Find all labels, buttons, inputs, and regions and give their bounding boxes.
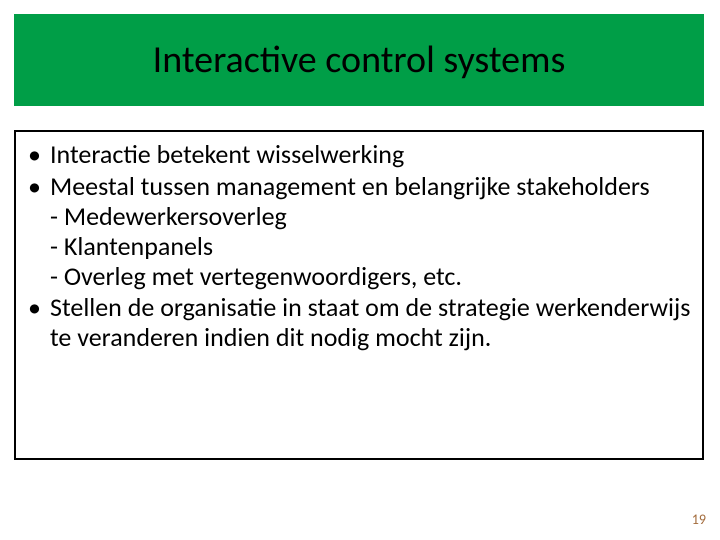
bullet-text: Stellen de organisatie in staat om de st…: [50, 291, 690, 353]
title-band: Interactive control systems: [14, 14, 704, 106]
list-item: Interactie betekent wisselwerking: [24, 140, 694, 170]
bullet-text: Meestal tussen management en belangrijke…: [50, 170, 650, 202]
list-item: Stellen de organisatie in staat om de st…: [24, 293, 694, 353]
sub-item: - Klantenpanels: [50, 232, 694, 262]
list-item: Meestal tussen management en belangrijke…: [24, 172, 694, 292]
bullet-list: Interactie betekent wisselwerking Meesta…: [24, 140, 694, 353]
bullet-text: Interactie betekent wisselwerking: [50, 138, 404, 170]
sub-item: - Medewerkersoverleg: [50, 202, 694, 232]
slide-title: Interactive control systems: [153, 37, 566, 83]
page-number: 19: [692, 511, 706, 528]
sub-item: - Overleg met vertegenwoordigers, etc.: [50, 262, 694, 292]
body-box: Interactie betekent wisselwerking Meesta…: [14, 130, 704, 460]
